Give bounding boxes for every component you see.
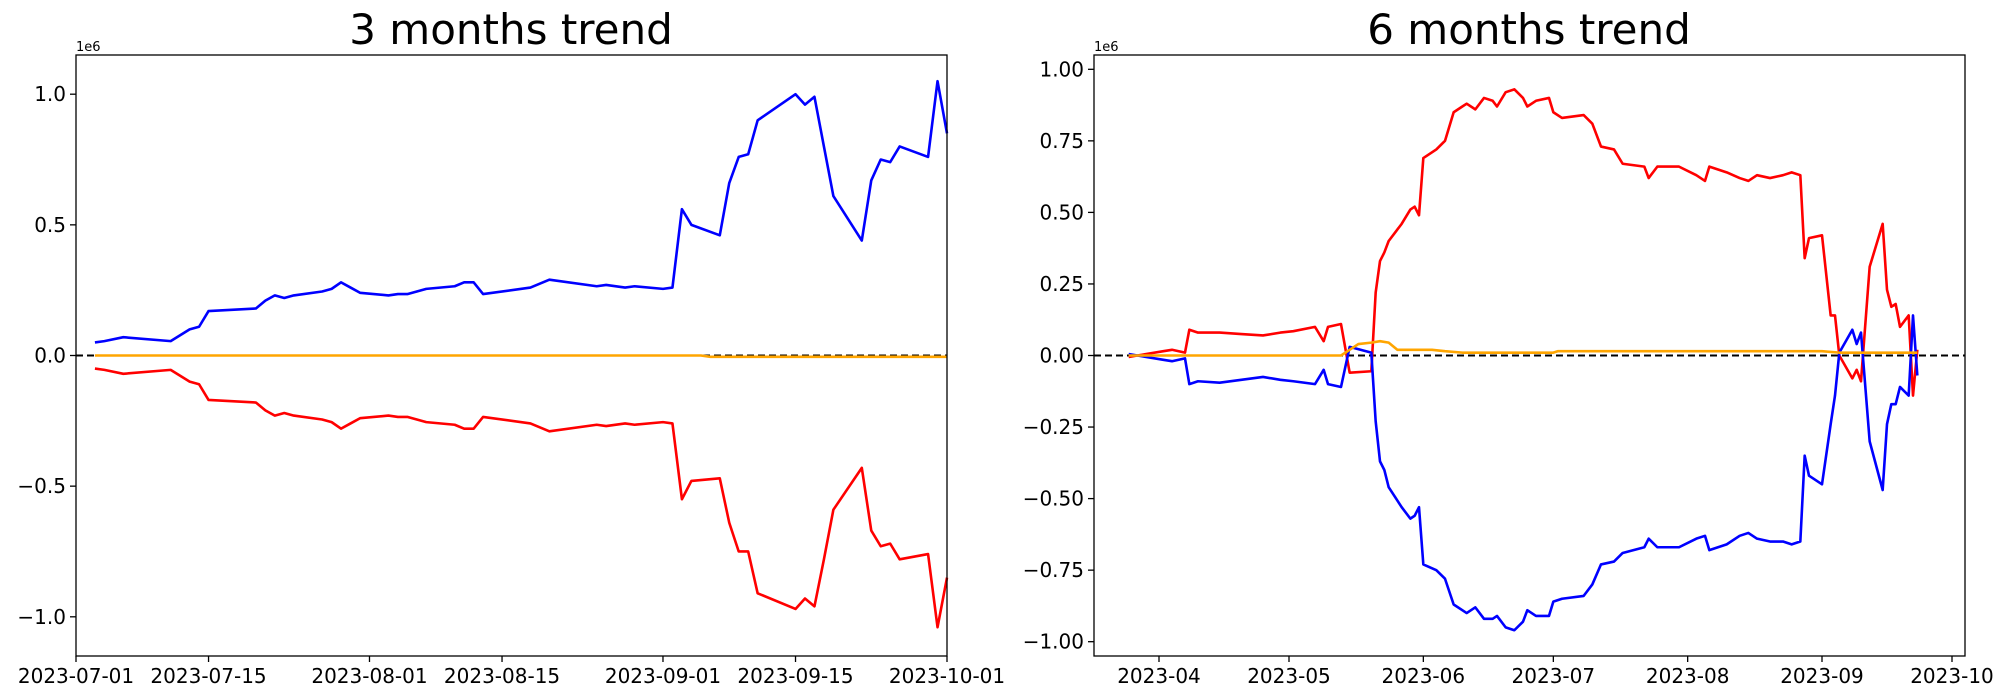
x-tick-label: 2023-08-15: [444, 664, 560, 688]
y-tick-label: −0.5: [17, 474, 66, 498]
x-tick-label: 2023-05: [1247, 664, 1331, 688]
y-tick-label: 0.75: [1039, 129, 1084, 153]
chart-title: 6 months trend: [1367, 5, 1691, 54]
axes-frame: [75, 54, 948, 657]
y-tick-label: −0.25: [1023, 415, 1084, 439]
y-tick-label: 1.0: [34, 82, 66, 106]
x-tick-label: 2023-07: [1512, 664, 1596, 688]
y-tick-label: −0.50: [1023, 487, 1084, 511]
series-line-0: [1128, 88, 1919, 397]
x-tick-label: 2023-07-15: [150, 664, 266, 688]
y-tick-label: −1.0: [17, 605, 66, 629]
x-tick-label: 2023-10-01: [889, 664, 1005, 688]
chart-panel-3-months: 3 months trend 1e6 −1.0 −0.5 0.0 0.5 1.0 2023…: [17, 5, 1005, 688]
plot-area: −1.0 −0.5 0.0 0.5 1.0 2023-07-01 2023-07-15 202…: [17, 79, 1005, 688]
x-tick-label: 2023-09-15: [737, 664, 853, 688]
chart-panel-6-months: 6 months trend 1e6 −1.00 −0.75 −0.50 −0.25 0…: [1023, 5, 1994, 688]
y-tick-label: 0.0: [34, 344, 66, 368]
x-tick-label: 2023-09-01: [605, 664, 721, 688]
y-tick-label: 0.50: [1039, 200, 1084, 224]
y-tick-label: −0.75: [1023, 558, 1084, 582]
x-tick-label: 2023-08: [1646, 664, 1730, 688]
x-tick-label: 2023-09: [1780, 664, 1864, 688]
x-tick-label: 2023-07-01: [18, 664, 134, 688]
y-offset-label: 1e6: [1094, 40, 1119, 55]
chart-title: 3 months trend: [349, 5, 673, 54]
y-tick-label: 0.25: [1039, 272, 1084, 296]
x-tick-label: 2023-10: [1910, 664, 1994, 688]
series-line-2: [1128, 339, 1918, 357]
x-tick-label: 2023-04: [1117, 664, 1201, 688]
plot-area: −1.00 −0.75 −0.50 −0.25 0.00 0.25 0.50 0.75 1.00…: [1023, 57, 1994, 688]
axes-frame: [1093, 54, 1966, 657]
y-tick-label: 0.00: [1039, 344, 1084, 368]
y-tick-label: 1.00: [1039, 57, 1084, 81]
series-line-1: [1128, 314, 1919, 632]
series-line-2: [94, 354, 947, 359]
y-offset-label: 1e6: [76, 40, 101, 55]
y-tick-label: −1.00: [1023, 630, 1084, 654]
series-line-0: [94, 79, 949, 344]
x-tick-label: 2023-06: [1382, 664, 1466, 688]
series-line-1: [94, 367, 949, 629]
y-tick-label: 0.5: [34, 213, 66, 237]
x-tick-label: 2023-08-01: [311, 664, 427, 688]
